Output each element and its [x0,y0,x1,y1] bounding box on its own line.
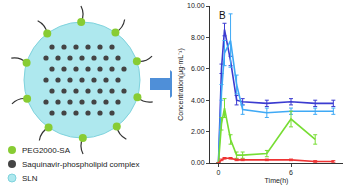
svg-text:Concentration(μg·mL⁻¹): Concentration(μg·mL⁻¹) [177,48,185,121]
svg-text:Saquinavir-phospholipid comple: Saquinavir-phospholipid complex [22,160,139,169]
svg-text:PEG2000-SA: PEG2000-SA [22,146,71,155]
svg-text:0: 0 [217,169,221,176]
svg-text:B: B [219,10,226,21]
svg-text:6.00: 6.00 [191,65,205,72]
svg-text:0.00: 0.00 [191,159,205,166]
svg-text:8.00: 8.00 [191,34,205,41]
svg-text:10.00: 10.00 [187,2,205,9]
svg-text:4.00: 4.00 [191,97,205,104]
svg-text:2.00: 2.00 [191,128,205,135]
svg-text:6: 6 [289,169,293,176]
svg-text:SLN: SLN [22,174,38,183]
svg-text:Time(h): Time(h) [265,177,289,185]
